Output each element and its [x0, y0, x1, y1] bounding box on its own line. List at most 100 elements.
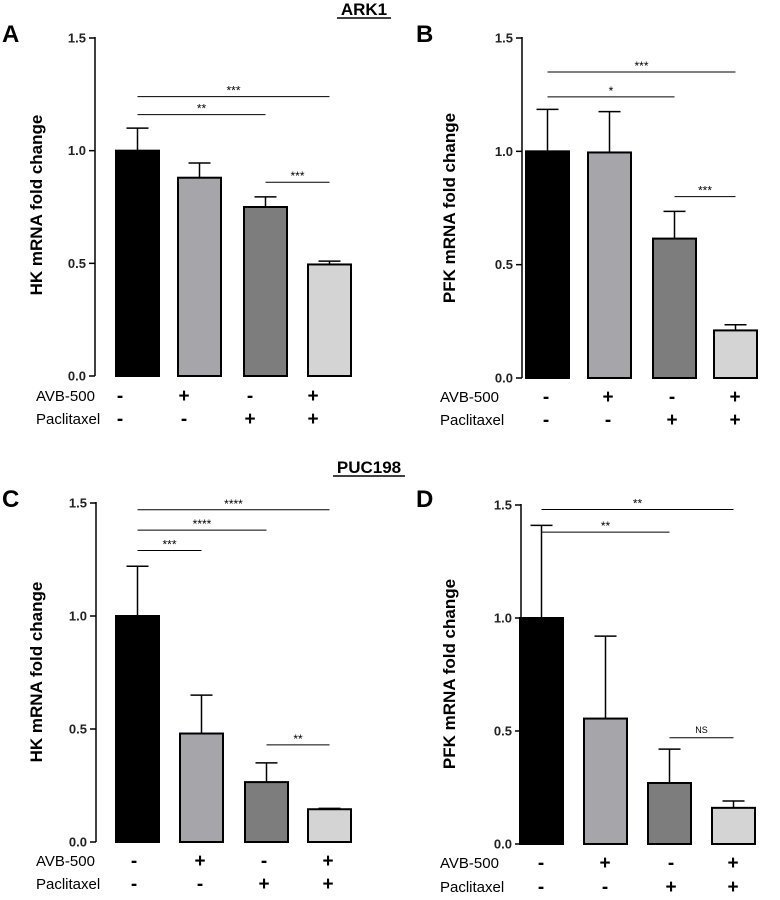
- minus-sign: -: [669, 387, 675, 408]
- treatment-label-1: AVB-500: [440, 389, 499, 406]
- plus-sign: +: [322, 874, 333, 895]
- plus-sign: +: [665, 877, 676, 898]
- minus-sign: -: [543, 387, 549, 408]
- plus-sign: +: [729, 410, 740, 431]
- panel-letter: A: [2, 21, 19, 48]
- plus-sign: +: [244, 409, 255, 430]
- y-axis-label: PFK mRNA fold change: [440, 579, 459, 769]
- minus-sign: -: [117, 386, 123, 407]
- bar-1: [519, 617, 564, 845]
- treatment-label-2: Paclitaxel: [36, 876, 100, 893]
- bar-2: [179, 732, 224, 844]
- y-tick-label: 1.5: [495, 31, 513, 46]
- minus-sign: -: [181, 409, 187, 430]
- significance-label: ***: [162, 537, 176, 551]
- treatment-label-1: AVB-500: [36, 388, 95, 405]
- plus-sign: +: [599, 853, 610, 874]
- panel-a: AHK mRNA fold change0.00.51.01.5********…: [2, 21, 352, 430]
- significance-label: ***: [290, 169, 304, 183]
- significance-label: **: [197, 102, 207, 116]
- treatment-label-2: Paclitaxel: [440, 412, 504, 429]
- minus-sign: -: [197, 874, 203, 895]
- plus-sign: +: [178, 386, 189, 407]
- minus-sign: -: [261, 851, 267, 872]
- minus-sign: -: [538, 853, 544, 874]
- plus-sign: +: [729, 387, 740, 408]
- treatment-label-1: AVB-500: [36, 853, 95, 870]
- header-bottom: PUC198: [333, 458, 405, 477]
- significance-label: **: [601, 519, 611, 533]
- bar-1: [115, 615, 160, 843]
- minus-sign: -: [543, 410, 549, 431]
- minus-sign: -: [131, 874, 137, 895]
- significance-label: **: [293, 732, 303, 746]
- y-tick-label: 1.5: [69, 496, 87, 511]
- y-axis-label: HK mRNA fold change: [27, 582, 46, 763]
- bar-2: [583, 717, 628, 846]
- bar-2: [177, 176, 222, 377]
- y-tick-label: 0.0: [68, 369, 86, 384]
- plus-sign: +: [322, 851, 333, 872]
- bar-2: [587, 151, 632, 379]
- bar-3: [652, 237, 697, 379]
- bar-1: [115, 149, 160, 377]
- plus-sign: +: [307, 386, 318, 407]
- y-axis-label: PFK mRNA fold change: [440, 113, 459, 303]
- significance-label: ****: [193, 517, 212, 531]
- significance-label: ****: [224, 497, 243, 511]
- bar-4: [711, 806, 756, 846]
- plus-sign: +: [194, 851, 205, 872]
- panel-letter: B: [416, 21, 433, 48]
- bar-3: [243, 206, 288, 377]
- y-tick-label: 0.0: [69, 835, 87, 850]
- plus-sign: +: [666, 410, 677, 431]
- plus-sign: +: [727, 877, 738, 898]
- significance-label: ***: [634, 59, 648, 73]
- header-puc198: PUC198: [337, 458, 401, 477]
- significance-label: **: [633, 497, 643, 511]
- y-tick-label: 0.5: [495, 257, 513, 272]
- significance-label: ***: [698, 184, 712, 198]
- panel-c: CHK mRNA fold change0.00.51.01.5********…: [2, 486, 352, 895]
- minus-sign: -: [117, 409, 123, 430]
- significance-label: ***: [226, 84, 240, 98]
- bar-4: [307, 808, 352, 843]
- y-tick-label: 0.0: [494, 837, 512, 852]
- treatment-label-1: AVB-500: [440, 855, 499, 872]
- plus-sign: +: [602, 387, 613, 408]
- header-ark1: ARK1: [341, 0, 387, 19]
- y-tick-label: 1.0: [68, 143, 86, 158]
- y-tick-label: 1.0: [69, 609, 87, 624]
- bar-1: [525, 150, 570, 379]
- minus-sign: -: [247, 386, 253, 407]
- minus-sign: -: [668, 853, 674, 874]
- significance-label: NS: [695, 725, 708, 735]
- plus-sign: +: [727, 853, 738, 874]
- y-tick-label: 1.5: [68, 31, 86, 46]
- y-tick-label: 1.0: [495, 144, 513, 159]
- minus-sign: -: [131, 851, 137, 872]
- panel-letter: D: [416, 486, 433, 513]
- bar-4: [307, 263, 352, 377]
- minus-sign: -: [605, 410, 611, 431]
- treatment-label-2: Paclitaxel: [440, 879, 504, 896]
- y-tick-label: 1.5: [494, 498, 512, 513]
- plus-sign: +: [258, 874, 269, 895]
- y-tick-label: 0.5: [494, 724, 512, 739]
- header-top: ARK1: [337, 0, 391, 19]
- panels: AHK mRNA fold change0.00.51.01.5********…: [2, 21, 758, 898]
- minus-sign: -: [538, 877, 544, 898]
- bar-3: [647, 781, 692, 845]
- y-tick-label: 0.5: [69, 722, 87, 737]
- y-tick-label: 0.5: [68, 256, 86, 271]
- y-tick-label: 1.0: [494, 611, 512, 626]
- plus-sign: +: [307, 409, 318, 430]
- y-axis-label: HK mRNA fold change: [27, 115, 46, 296]
- panel-letter: C: [2, 486, 19, 513]
- y-tick-label: 0.0: [495, 371, 513, 386]
- bar-4: [713, 329, 758, 379]
- bar-3: [244, 781, 289, 843]
- panel-d: D PFK mRNA fold change 0.0 0.5 1.0 1.5 ** ** NS A…: [416, 486, 756, 898]
